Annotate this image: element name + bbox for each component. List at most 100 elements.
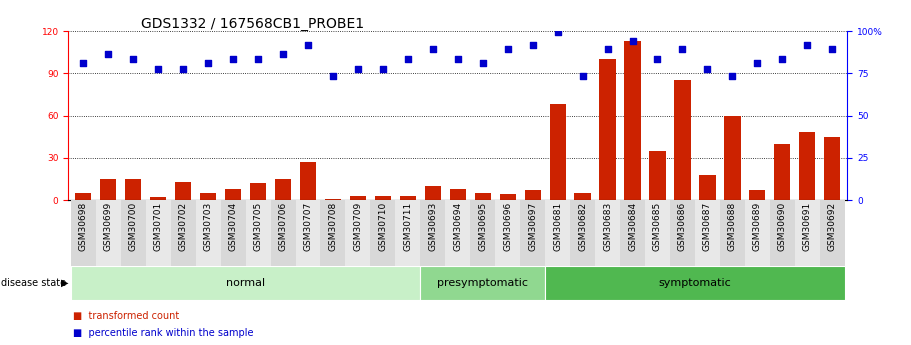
Bar [420, 200, 445, 266]
Text: GSM30683: GSM30683 [603, 202, 612, 251]
Text: GSM30688: GSM30688 [728, 202, 737, 251]
Bar [799, 132, 815, 200]
Bar [650, 151, 666, 200]
Bar [71, 200, 96, 266]
Bar [321, 200, 345, 266]
Bar [450, 189, 466, 200]
Text: GSM30703: GSM30703 [204, 202, 212, 251]
Text: ■  transformed count: ■ transformed count [73, 311, 179, 321]
Point [301, 42, 315, 48]
Bar [170, 200, 196, 266]
Point [675, 47, 690, 52]
Bar [720, 200, 745, 266]
Text: GSM30709: GSM30709 [353, 202, 363, 251]
Point [775, 57, 790, 62]
Bar [196, 200, 220, 266]
Point [725, 73, 740, 79]
Text: normal: normal [226, 278, 265, 288]
Bar [250, 183, 266, 200]
Bar [770, 200, 794, 266]
Bar [470, 200, 496, 266]
Text: GSM30690: GSM30690 [778, 202, 787, 251]
Bar [774, 144, 791, 200]
Text: ▶: ▶ [61, 278, 68, 288]
Bar [275, 179, 292, 200]
Text: GSM30697: GSM30697 [528, 202, 537, 251]
Point [251, 57, 265, 62]
Text: ■  percentile rank within the sample: ■ percentile rank within the sample [73, 328, 253, 338]
Point [576, 73, 590, 79]
Bar [620, 200, 645, 266]
Point [476, 61, 490, 66]
Bar [520, 200, 545, 266]
Bar [300, 162, 316, 200]
Bar [745, 200, 770, 266]
Text: GSM30696: GSM30696 [503, 202, 512, 251]
Bar [271, 200, 295, 266]
Text: GSM30689: GSM30689 [752, 202, 762, 251]
Bar [695, 200, 720, 266]
Bar [71, 266, 420, 300]
Bar [545, 266, 844, 300]
Bar [749, 190, 765, 200]
Point [650, 57, 665, 62]
Text: GSM30710: GSM30710 [378, 202, 387, 251]
Point [500, 47, 515, 52]
Bar [445, 200, 470, 266]
Bar [220, 200, 246, 266]
Bar [599, 59, 616, 200]
Text: GSM30698: GSM30698 [79, 202, 87, 251]
Bar [374, 196, 391, 200]
Point [701, 66, 715, 72]
Bar [575, 193, 590, 200]
Bar [96, 200, 121, 266]
Text: GSM30686: GSM30686 [678, 202, 687, 251]
Text: GSM30685: GSM30685 [653, 202, 662, 251]
Point [325, 73, 340, 79]
Text: presymptomatic: presymptomatic [437, 278, 528, 288]
Bar [645, 200, 670, 266]
Bar [76, 193, 91, 200]
Point [226, 57, 241, 62]
Bar [499, 195, 516, 200]
Text: GSM30692: GSM30692 [828, 202, 836, 251]
Bar [175, 182, 191, 200]
Text: GSM30695: GSM30695 [478, 202, 487, 251]
Bar [295, 200, 321, 266]
Bar [371, 200, 395, 266]
Bar [824, 137, 840, 200]
Bar [200, 193, 216, 200]
Point [425, 47, 440, 52]
Bar [700, 175, 715, 200]
Text: GSM30704: GSM30704 [229, 202, 238, 251]
Bar [246, 200, 271, 266]
Point [126, 57, 140, 62]
Bar [724, 116, 741, 200]
Point [401, 57, 415, 62]
Point [375, 66, 390, 72]
Bar [395, 200, 420, 266]
Bar [100, 179, 117, 200]
Bar [325, 199, 341, 200]
Bar [624, 41, 640, 200]
Point [625, 38, 640, 44]
Point [151, 66, 166, 72]
Bar [570, 200, 595, 266]
Point [750, 61, 764, 66]
Text: GSM30684: GSM30684 [628, 202, 637, 251]
Point [351, 66, 365, 72]
Point [76, 61, 90, 66]
Text: GSM30711: GSM30711 [404, 202, 413, 251]
Text: GSM30691: GSM30691 [803, 202, 812, 251]
Text: disease state: disease state [1, 278, 66, 288]
Bar [670, 200, 695, 266]
Bar [674, 80, 691, 200]
Point [825, 47, 840, 52]
Text: GSM30693: GSM30693 [428, 202, 437, 251]
Text: GSM30681: GSM30681 [553, 202, 562, 251]
Text: GSM30706: GSM30706 [279, 202, 288, 251]
Bar [794, 200, 820, 266]
Bar [400, 196, 416, 200]
Text: GSM30682: GSM30682 [578, 202, 587, 251]
Text: GSM30687: GSM30687 [703, 202, 711, 251]
